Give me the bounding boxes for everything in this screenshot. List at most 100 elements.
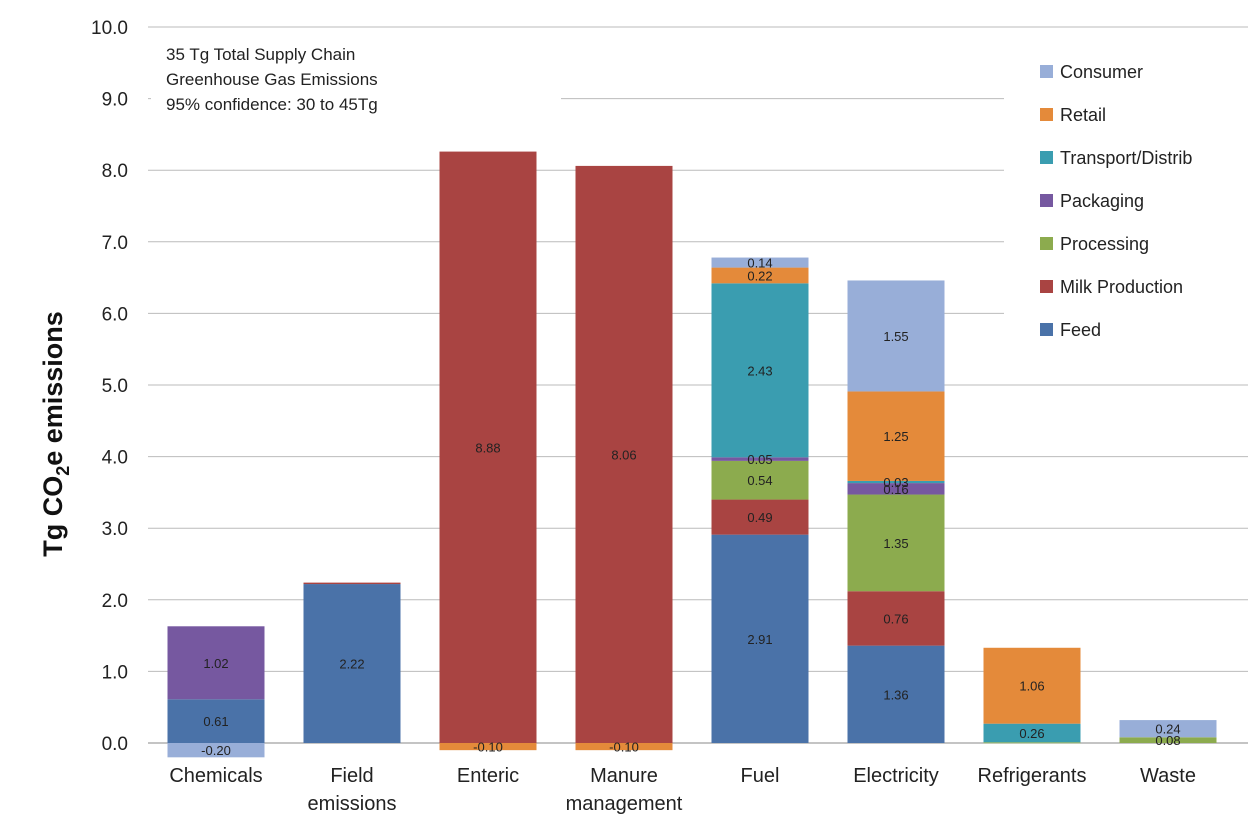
y-tick-label: 0.0 xyxy=(102,734,128,755)
category-label: management xyxy=(566,793,683,815)
y-tick-label: 7.0 xyxy=(102,233,128,254)
bar-segment xyxy=(711,457,809,461)
bar-segment xyxy=(847,280,945,392)
bar-segment xyxy=(711,267,809,284)
bar-segment xyxy=(983,647,1081,724)
bar-segment xyxy=(303,582,401,585)
bar-segment xyxy=(167,699,265,743)
bar-segment xyxy=(847,483,945,495)
bar-segment xyxy=(711,283,809,458)
category-label: Chemicals xyxy=(169,765,262,787)
data-label: 0.14 xyxy=(747,256,772,271)
legend-label: Retail xyxy=(1060,105,1106,125)
data-label: -0.20 xyxy=(201,743,231,758)
bar-segment xyxy=(847,391,945,481)
category-label: Manure xyxy=(590,765,658,787)
annotation-background xyxy=(151,31,561,135)
legend-swatch xyxy=(1040,65,1053,78)
data-label: 1.35 xyxy=(883,536,908,551)
y-axis-label-text-2: e emissions xyxy=(38,311,68,466)
y-tick-label: 4.0 xyxy=(102,448,128,469)
data-label: 0.08 xyxy=(1155,733,1180,748)
category-label: Field xyxy=(330,765,373,787)
y-tick-label: 1.0 xyxy=(102,662,128,683)
bar-segment xyxy=(303,584,401,743)
data-label: 1.02 xyxy=(203,656,228,671)
y-axis-label-subscript: 2 xyxy=(53,466,73,476)
data-label: -0.10 xyxy=(609,740,639,755)
bar-segment xyxy=(847,645,945,743)
data-label: 2.91 xyxy=(747,632,772,647)
bar-segment xyxy=(847,591,945,646)
y-axis-label: Tg CO2e emissions xyxy=(38,311,73,557)
bar-segment xyxy=(711,534,809,743)
legend-label: Packaging xyxy=(1060,191,1144,211)
legend-label: Transport/Distrib xyxy=(1060,148,1192,168)
data-label: 0.49 xyxy=(747,510,772,525)
data-label: 8.88 xyxy=(475,440,500,455)
data-label: 0.03 xyxy=(883,475,908,490)
bar-segment xyxy=(711,460,809,500)
data-label: 0.26 xyxy=(1019,726,1044,741)
y-tick-label: 8.0 xyxy=(102,161,128,182)
data-label: 2.43 xyxy=(747,363,772,378)
legend-swatch xyxy=(1040,194,1053,207)
category-label: Electricity xyxy=(853,765,939,787)
bar-segment xyxy=(439,151,537,744)
data-label: 1.06 xyxy=(1019,679,1044,694)
legend-swatch xyxy=(1040,280,1053,293)
bar-segment xyxy=(847,480,945,484)
bar-segment xyxy=(167,743,265,758)
annotation-line: 35 Tg Total Supply Chain xyxy=(166,45,355,64)
data-labels: 0.61 1.02 -0.20 2.22 8.88 -0.10 8.06 -0.10 2.91 0… xyxy=(201,256,1180,759)
legend-label: Milk Production xyxy=(1060,277,1183,297)
category-label: Fuel xyxy=(741,765,780,787)
data-label: 1.25 xyxy=(883,429,908,444)
y-tick-label: 2.0 xyxy=(102,591,128,612)
data-label: 1.36 xyxy=(883,687,908,702)
data-label: 0.76 xyxy=(883,611,908,626)
data-label: 0.61 xyxy=(203,714,228,729)
bar-segment xyxy=(575,165,673,744)
y-axis-ticks: 0.0 1.0 2.0 3.0 4.0 5.0 6.0 7.0 8.0 9.0 10.0 xyxy=(91,18,128,755)
y-axis-label-text-1: Tg CO xyxy=(38,476,68,557)
category-label: Enteric xyxy=(457,765,519,787)
y-tick-label: 6.0 xyxy=(102,304,128,325)
category-labels: Chemicals Field emissions Enteric Manure mana… xyxy=(169,765,1196,815)
bar-segment xyxy=(983,742,1081,744)
bar-segment xyxy=(439,743,537,751)
y-tick-label: 5.0 xyxy=(102,376,128,397)
legend-label: Consumer xyxy=(1060,62,1143,82)
data-label: -0.10 xyxy=(473,740,503,755)
category-label: emissions xyxy=(308,793,397,815)
bar-segment xyxy=(847,494,945,592)
bar-segment xyxy=(711,257,809,268)
bar-segment xyxy=(711,499,809,535)
data-label: 0.16 xyxy=(883,482,908,497)
bar-segment xyxy=(1119,737,1217,743)
data-label: 0.24 xyxy=(1155,722,1180,737)
category-label: Waste xyxy=(1140,765,1196,787)
bars xyxy=(167,151,1217,758)
legend-label: Feed xyxy=(1060,320,1101,340)
annotation-line: Greenhouse Gas Emissions xyxy=(166,70,378,89)
annotation-line: 95% confidence: 30 to 45Tg xyxy=(166,95,378,114)
data-label: 0.05 xyxy=(747,452,772,467)
legend-swatch xyxy=(1040,237,1053,250)
legend-swatch xyxy=(1040,323,1053,336)
data-label: 8.06 xyxy=(611,447,636,462)
legend-swatch xyxy=(1040,151,1053,164)
annotation-box: 35 Tg Total Supply Chain Greenhouse Gas E… xyxy=(151,31,561,135)
bar-segment xyxy=(983,723,1081,743)
legend-label: Processing xyxy=(1060,234,1149,254)
bar-segment xyxy=(575,743,673,751)
data-label: 1.55 xyxy=(883,329,908,344)
data-label: 0.22 xyxy=(747,268,772,283)
data-label: 0.54 xyxy=(747,473,772,488)
category-label: Refrigerants xyxy=(978,765,1087,787)
y-tick-label: 9.0 xyxy=(102,90,128,111)
y-tick-label: 10.0 xyxy=(91,18,128,39)
legend-swatch xyxy=(1040,108,1053,121)
bar-segment xyxy=(1119,720,1217,738)
